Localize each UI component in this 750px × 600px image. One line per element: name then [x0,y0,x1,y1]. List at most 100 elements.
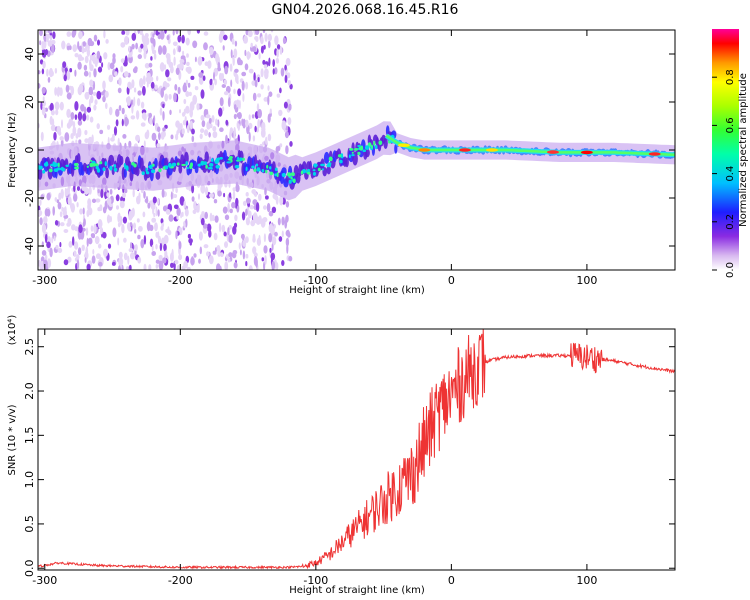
noise-blob [57,202,62,210]
hot-spot [89,162,94,168]
noise-blob [255,202,260,212]
noise-blob [51,39,56,45]
noise-blob [245,253,249,259]
noise-blob [87,136,93,146]
noise-blob [167,229,172,236]
noise-blob [164,82,170,88]
noise-blob [175,67,180,76]
noise-blob [151,132,157,141]
noise-blob [78,83,84,93]
noise-blob [138,47,141,53]
noise-blob [269,247,272,253]
noise-blob [245,208,248,216]
noise-blob [162,103,165,109]
noise-blob [49,35,53,41]
noise-blob [200,89,205,99]
colorbar: 0.0 0.2 0.4 0.6 0.8 Normalized spectral ampl… [712,29,749,278]
noise-blob [164,30,167,34]
hot-spot [197,163,201,167]
noise-blob [148,112,152,118]
noise-blob [289,83,293,90]
noise-blob [141,33,145,43]
noise-blob [245,236,249,244]
noise-blob [218,107,223,117]
noise-blob [168,93,172,100]
noise-blob [227,97,231,108]
noise-blob [283,101,288,109]
noise-blob [252,212,258,223]
noise-blob [77,127,82,138]
hot-spot [234,164,240,169]
hot-spot [165,165,169,170]
noise-blob [191,128,195,135]
noise-blob [108,106,113,116]
noise-blob [228,234,233,244]
noise-blob [162,257,167,264]
noise-blob [237,57,242,66]
noise-blob [143,235,147,245]
hot-spot [50,163,55,167]
noise-blob [189,120,193,130]
hot-spot [290,172,295,177]
hot-spot [149,164,153,169]
noise-blob [183,200,186,209]
noise-blob [155,264,159,269]
noise-blob [250,42,253,48]
noise-blob [278,109,283,117]
noise-blob [155,231,158,238]
noise-blob [157,209,160,217]
noise-blob [170,134,174,140]
ridge-blob [135,166,140,177]
noise-blob [229,130,232,141]
noise-blob [76,202,79,208]
noise-blob [150,81,155,89]
noise-blob [74,53,79,58]
noise-blob [66,222,71,227]
noise-blob [135,134,140,142]
noise-blob [227,258,231,263]
ridge-blob [123,168,127,178]
hot-spot [42,169,46,174]
noise-blob [228,192,232,199]
hot-spot [99,161,103,165]
noise-blob [200,128,205,134]
figure-title: GN04.2026.068.16.45.R16 [272,2,459,18]
noise-blob [267,113,271,123]
noise-blob [61,206,64,212]
hot-spot [328,156,333,162]
noise-blob [46,258,52,269]
noise-blob [181,34,185,44]
noise-blob [212,126,217,132]
noise-blob [56,86,61,96]
x-tick-label: 100 [576,574,597,587]
noise-blob [117,237,120,246]
noise-blob [260,128,266,138]
noise-blob [101,62,104,68]
noise-blob [43,259,48,270]
noise-blob [41,223,47,234]
noise-blob [128,248,134,253]
noise-blob [112,53,116,59]
noise-blob [187,233,191,239]
colorbar-tick-label: 0.6 [725,117,736,133]
noise-blob [137,256,142,264]
noise-blob [287,72,291,79]
noise-blob [105,39,109,44]
noise-blob [162,127,166,132]
x-tick-label: -300 [32,574,57,587]
noise-blob [83,70,89,77]
noise-blob [109,188,113,195]
noise-blob [39,40,42,46]
noise-blob [44,208,49,217]
hot-spot [237,156,240,161]
noise-blob [82,41,87,47]
noise-blob [260,68,264,78]
noise-blob [213,71,215,81]
noise-blob [264,68,269,76]
noise-blob [248,114,251,121]
noise-blob [170,262,174,268]
noise-blob [57,247,63,253]
noise-blob [241,211,246,221]
noise-blob [279,46,283,55]
noise-blob [122,216,127,224]
